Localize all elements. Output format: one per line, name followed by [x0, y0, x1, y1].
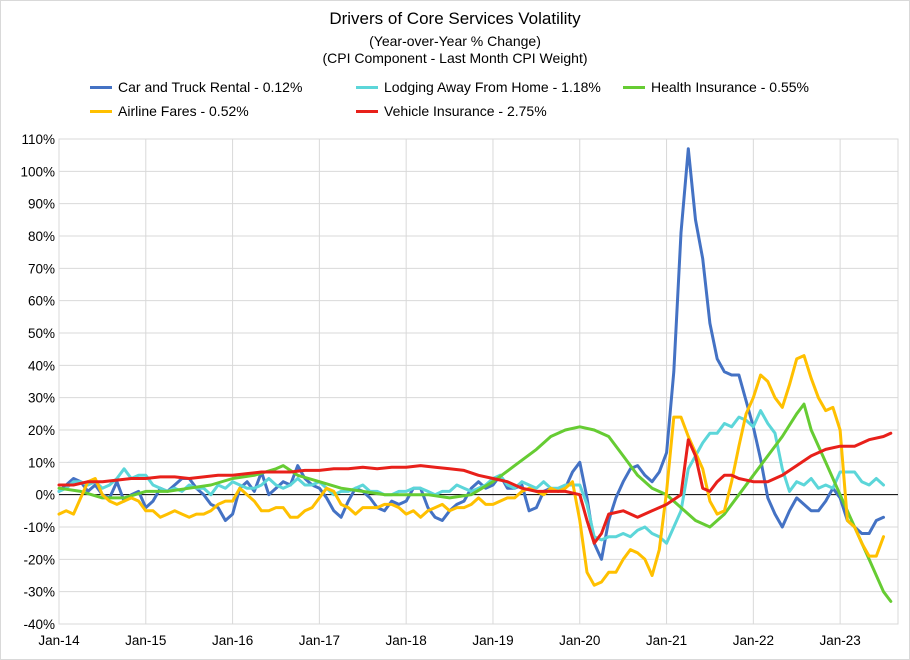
legend-label: Health Insurance - 0.55% [651, 79, 809, 95]
x-tick-label: Jan-22 [733, 633, 774, 648]
y-tick-label: 0% [35, 488, 55, 503]
y-tick-label: 30% [28, 391, 55, 406]
y-tick-label: 40% [28, 358, 55, 373]
axes: 110% 100% 90% 80% 70% 60% 50% 40% 30% 20% 10% 0% -10… [20, 132, 898, 648]
y-tick-label: -40% [23, 617, 55, 632]
legend-label: Vehicle Insurance - 2.75% [384, 103, 547, 119]
y-tick-label: -20% [23, 552, 55, 567]
y-tick-label: 70% [28, 261, 55, 276]
y-tick-label: 60% [28, 294, 55, 309]
legend-swatch [356, 109, 378, 113]
series-health-insurance [57, 402, 893, 603]
x-tick-label: Jan-23 [819, 633, 860, 648]
y-tick-label: 90% [28, 197, 55, 212]
chart-title: Drivers of Core Services Volatility [329, 9, 581, 28]
x-tick-label: Jan-15 [125, 633, 166, 648]
series-lines [57, 147, 893, 603]
y-tick-label: 110% [21, 132, 55, 147]
legend-label: Car and Truck Rental - 0.12% [118, 79, 303, 95]
legend-swatch [623, 85, 645, 89]
x-tick-label: Jan-14 [38, 633, 80, 648]
legend-item-health-insurance: Health Insurance - 0.55% [623, 79, 809, 95]
legend-swatch [90, 109, 112, 113]
y-tick-label: -10% [23, 520, 55, 535]
chart-subtitle: (Year-over-Year % Change) [369, 33, 541, 49]
legend-item-vehicle-insurance: Vehicle Insurance - 2.75% [356, 103, 547, 119]
y-tick-label: 100% [20, 164, 55, 179]
y-tick-label: 80% [28, 229, 55, 244]
x-tick-label: Jan-16 [212, 633, 253, 648]
series-airline-fares [57, 354, 885, 587]
x-tick-label: Jan-18 [386, 633, 427, 648]
legend-label: Airline Fares - 0.52% [118, 103, 249, 119]
y-tick-label: 20% [28, 423, 55, 438]
x-tick-label: Jan-20 [559, 633, 600, 648]
legend-swatch [90, 85, 112, 89]
legend-item-airline-fares: Airline Fares - 0.52% [90, 103, 249, 119]
chart-subtitle-weights: (CPI Component - Last Month CPI Weight) [322, 50, 588, 66]
legend-item-car-truck-rental: Car and Truck Rental - 0.12% [90, 79, 302, 95]
legend-item-lodging: Lodging Away From Home - 1.18% [356, 79, 601, 95]
y-tick-label: -30% [23, 585, 55, 600]
x-tick-label: Jan-17 [299, 633, 340, 648]
grid-lines [58, 138, 899, 625]
plot-area-border [58, 138, 899, 625]
x-tick-label: Jan-21 [646, 633, 687, 648]
series-vehicle-insurance [57, 431, 893, 545]
y-tick-label: 10% [28, 455, 55, 470]
legend-swatch [356, 85, 378, 89]
y-tick-label: 50% [28, 326, 55, 341]
x-tick-label: Jan-19 [472, 633, 513, 648]
series-car-truck-rental [57, 147, 885, 561]
legend-label: Lodging Away From Home - 1.18% [384, 79, 601, 95]
